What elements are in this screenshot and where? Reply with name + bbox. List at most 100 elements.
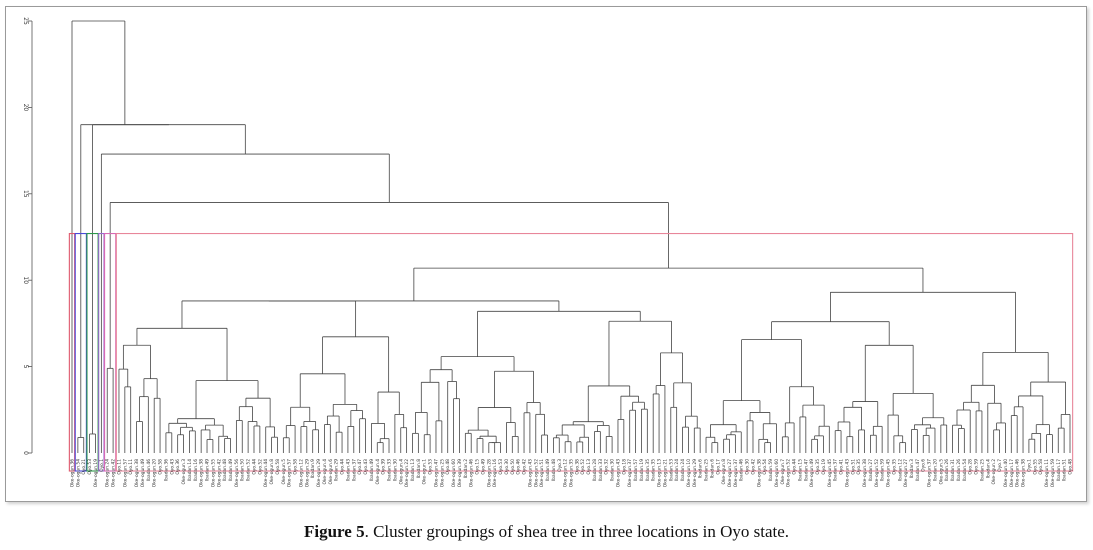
leaf-label: Oyo.50 xyxy=(510,459,516,475)
leaf-label: Ibadan.30 xyxy=(610,459,616,481)
leaf-label: Ibadan.29 xyxy=(334,459,340,481)
leaf-label: Ibadan.47 xyxy=(915,459,921,481)
leaf-label: Oyo.48 xyxy=(445,459,451,475)
leaf-label: Oyo.1 xyxy=(1026,459,1032,472)
leaf-label: Oke-ogun.29 xyxy=(692,459,698,487)
leaf-label: Oke-ogun.45 xyxy=(886,459,892,487)
leaf-label: Oyo.21 xyxy=(81,459,87,475)
leaf-label: Oyo.36 xyxy=(175,459,181,475)
leaf-label: Oke-ogun.51 xyxy=(539,459,545,487)
leaf-label: Oyo.58 xyxy=(293,459,299,475)
leaf-label: Ibadan.30 xyxy=(392,459,398,481)
leaf-label: Oke-ogun.22 xyxy=(404,459,410,487)
leaf-label: Oke-ogun.1 xyxy=(422,459,428,485)
leaf-label: Oke-ogun.25 xyxy=(439,459,445,487)
leaf-label: Oke-ogun.37 xyxy=(627,459,633,487)
leaf-label: Oke-ogun.37 xyxy=(927,459,933,487)
leaf-label: Oyo.46 xyxy=(516,459,522,475)
leaf-label: Oke-ogun.24 xyxy=(105,459,111,487)
leaf-label: Oyo.43 xyxy=(363,459,369,475)
leaf-label: Oke-ogun.46 xyxy=(1015,459,1021,487)
leaf-label: Oyo.58 xyxy=(275,459,281,475)
leaf-label: Oke-ogun.16 xyxy=(492,459,498,487)
leaf-label: Oyo.3 xyxy=(557,459,563,472)
leaf-label: Oyo.44 xyxy=(251,459,257,475)
leaf-label: Oyo.35 xyxy=(815,459,821,475)
leaf-label: Ibadan.47 xyxy=(803,459,809,481)
leaf-label: Ibadan.59 xyxy=(880,459,886,481)
leaf-label: Ibadan.53 xyxy=(668,459,674,481)
leaf-label: Oyo.41 xyxy=(839,459,845,475)
leaf-label: Ibadan.24 xyxy=(680,459,686,481)
leaf-label: Oyo.7 xyxy=(997,459,1003,472)
leaf-label: Oke-ogun.36 xyxy=(70,459,76,487)
cluster-box xyxy=(86,232,99,472)
leaf-label: Oke-ogun.49 xyxy=(809,459,815,487)
leaf-label: Oke-ogun.40 xyxy=(1003,459,1009,487)
leaf-label: Oyo.52 xyxy=(580,459,586,475)
leaf-label: Oyo.54 xyxy=(762,459,768,475)
leaf-label: Ibadan.12 xyxy=(897,459,903,481)
leaf-label: Ibadan.49 xyxy=(228,459,234,481)
leaf-label: Oke-ogun.8 xyxy=(721,459,727,485)
cluster-box xyxy=(115,232,1074,472)
leaf-label: Oke-ogun.17 xyxy=(1009,459,1015,487)
leaf-label: Ibadan.52 xyxy=(246,459,252,481)
leaf-label: Oyo.44 xyxy=(792,459,798,475)
leaf-label: Oyo.6 xyxy=(921,459,927,472)
leaf-label: Oyo.30 xyxy=(745,459,751,475)
leaf-label: Oyo.11 xyxy=(116,459,122,475)
leaf-label: Oyo.35 xyxy=(856,459,862,475)
leaf-label: Oke-ogun.39 xyxy=(457,459,463,487)
leaf-label: Oke-ogun.55 xyxy=(210,459,216,487)
leaf-label: Oke-ogun.12 xyxy=(298,459,304,487)
leaf-label: Ibadan.33 xyxy=(387,459,393,481)
leaf-label: Ibadan.50 xyxy=(240,459,246,481)
leaf-label: Oke-ogun.60 xyxy=(451,459,457,487)
leaf-label: Oyo.53 xyxy=(498,459,504,475)
leaf-label: Oke-ogun.46 xyxy=(469,459,475,487)
y-tick-label: 0 xyxy=(22,451,29,455)
leaf-label: Oke-ogun.13 xyxy=(657,459,663,487)
leaf-label: Ibadan.14 xyxy=(187,459,193,481)
leaf-label: Ibadan.49 xyxy=(545,459,551,481)
leaf-label: Ibadan.2 xyxy=(463,459,469,478)
leaf-label: Oke-ogun.52 xyxy=(786,459,792,487)
leaf-label: Oyo.59 xyxy=(974,459,980,475)
leaf-label: Oke-ogun.10 xyxy=(686,459,692,487)
cluster-box xyxy=(68,232,76,472)
leaf-label: Ibadan.9 xyxy=(310,459,316,478)
leaf-label: Ibadan.59 xyxy=(768,459,774,481)
leaf-label: Oke-ogun.27 xyxy=(727,459,733,487)
y-tick-label: 10 xyxy=(22,276,29,284)
leaf-label: Oyo.15 xyxy=(475,459,481,475)
leaf-label: Oke-ogun.4 xyxy=(375,459,381,485)
leaf-label: Oyo.35 xyxy=(891,459,897,475)
leaf-label: Oke-ogun.11 xyxy=(1044,459,1050,487)
leaf-label: Oyo.42 xyxy=(522,459,528,475)
leaf-label: Oyo.49 xyxy=(480,459,486,475)
leaf-label: Oke-ogun.28 xyxy=(486,459,492,487)
leaf-label: Oke-ogun.54 xyxy=(75,459,81,487)
caption-text: . Cluster groupings of shea tree in thre… xyxy=(364,522,790,541)
cluster-box xyxy=(98,232,105,472)
leaf-label: Oke-ogun.60 xyxy=(774,459,780,487)
leaf-label: Ibadan.25 xyxy=(979,459,985,481)
leaf-label: Ibadan.3 xyxy=(909,459,915,478)
leaf-label: Oyo.58 xyxy=(158,459,164,475)
leaf-label: Oke-ogun.3 xyxy=(181,459,187,485)
leaf-label: Oke-ogun.12 xyxy=(563,459,569,487)
leaf-label: Ibadan.49 xyxy=(369,459,375,481)
leaf-label: Ibadan.8 xyxy=(416,459,422,478)
leaf-label: Ibadan.35 xyxy=(645,459,651,481)
leaf-label: Oke-ogun.57 xyxy=(287,459,293,487)
leaf-label: Oke-ogun.37 xyxy=(733,459,739,487)
leaf-label: Oke-ogun.4 xyxy=(398,459,404,485)
leaf-label: Oke-ogun.59 xyxy=(1050,459,1056,487)
leaf-label: Oyo.28 xyxy=(968,459,974,475)
leaf-label: Oyo.19 xyxy=(821,459,827,475)
leaf-label: Oke-ogun.52 xyxy=(533,459,539,487)
leaf-label: Oke-ogun.44 xyxy=(263,459,269,487)
leaf-label: Ibadan.6 xyxy=(698,459,704,478)
